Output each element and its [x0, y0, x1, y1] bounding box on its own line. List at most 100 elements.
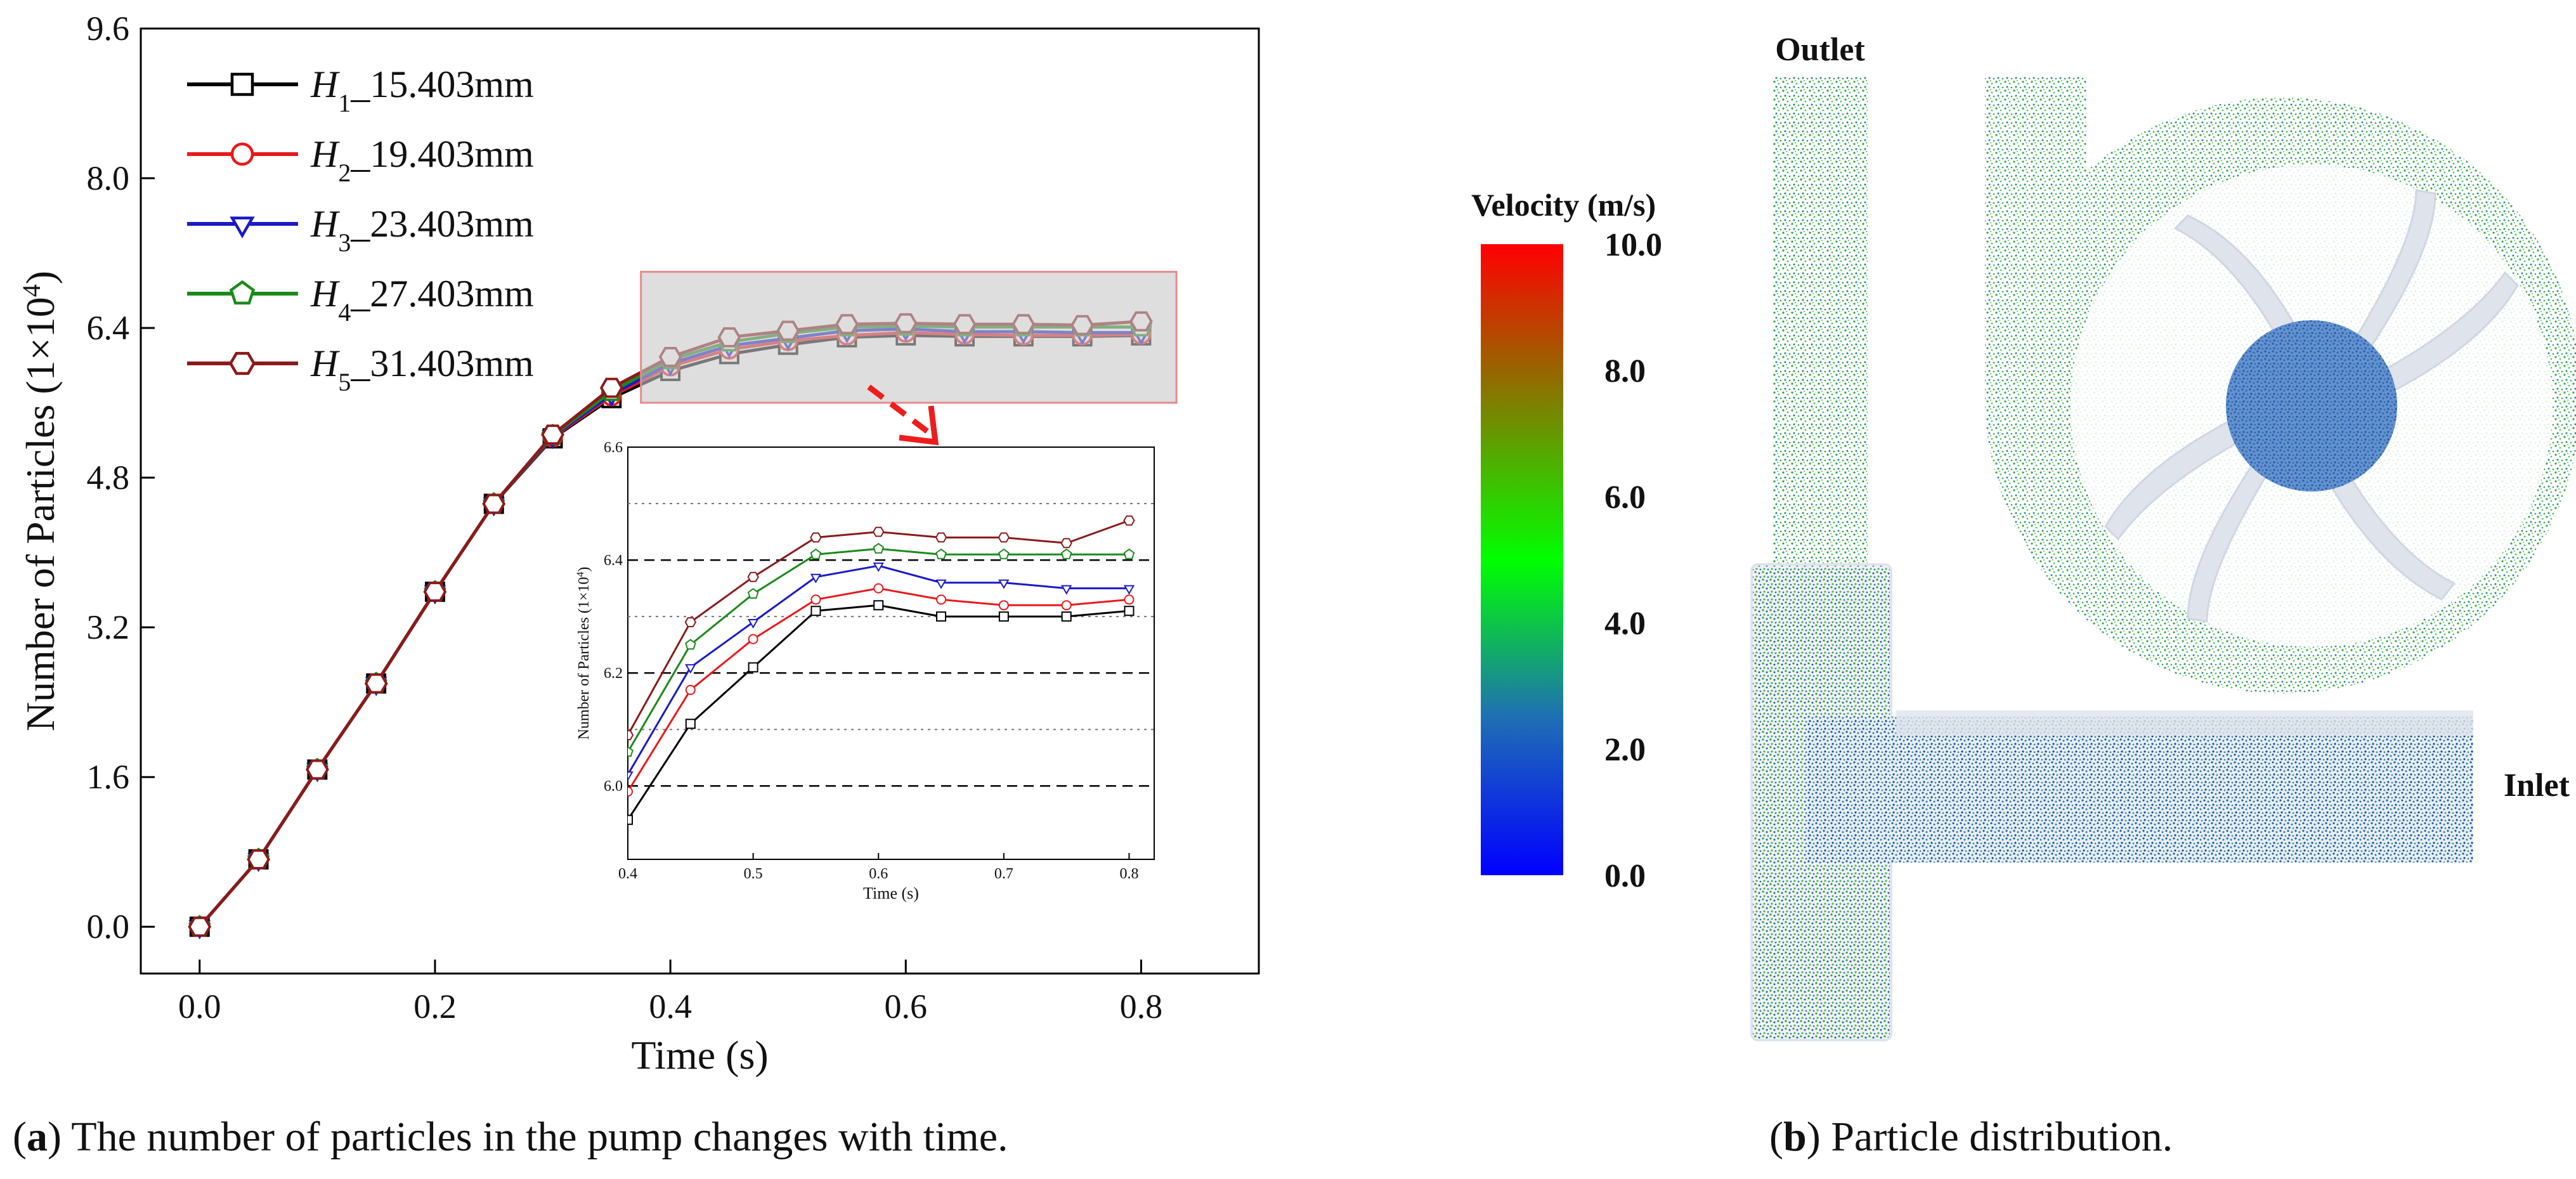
- data-point-h5: [541, 424, 564, 445]
- legend-marker: [229, 351, 256, 375]
- inset-data-point-h1: [1124, 606, 1135, 616]
- legend-entry-h2: H2_19.403mm: [310, 133, 534, 187]
- inlet-pipe: [1807, 717, 2473, 863]
- zoom-region-box: [640, 271, 1178, 404]
- inset-data-point-h2: [748, 634, 758, 644]
- inset-data-point-h5: [935, 532, 947, 543]
- inset-data-point-h5: [684, 617, 697, 627]
- inset-data-point-h2: [628, 786, 633, 797]
- inset-data-point-h3: [873, 563, 884, 572]
- inset-data-point-h3: [935, 579, 947, 589]
- inset-data-point-h2: [685, 684, 696, 695]
- legend-entry-h5: H5_31.403mm: [310, 342, 534, 396]
- y-tick-label: 9.6: [87, 10, 130, 48]
- inset-data-point-h4: [998, 548, 1010, 559]
- inset-data-point-h1: [748, 662, 758, 673]
- inset-data-point-h2: [873, 583, 884, 594]
- data-point-h5: [364, 673, 388, 694]
- data-point-h5: [423, 582, 447, 602]
- legend-marker: [230, 72, 254, 96]
- colorbar: [1481, 244, 1563, 875]
- colorbar-tick-label: 10.0: [1604, 227, 1662, 263]
- inset-data-point-h2: [998, 600, 1009, 611]
- inset-y-tick-label: 6.2: [604, 665, 623, 682]
- outlet-label: Outlet: [1775, 32, 1865, 68]
- data-point-h5: [482, 493, 506, 514]
- data-point-h5: [188, 916, 212, 937]
- inset-data-point-h1: [1061, 611, 1072, 622]
- colorbar-tick-label: 8.0: [1604, 353, 1646, 389]
- inset-data-point-h3: [1060, 585, 1072, 595]
- arrow-shaft: [867, 384, 929, 434]
- particle-distribution-panel: Outlet Inlet Velocity (m/s) 10.0 8.0 6.0 4.…: [1471, 32, 2576, 1041]
- legend-marker: [229, 280, 256, 305]
- inset-data-point-h5: [873, 526, 885, 537]
- data-point-h5: [306, 759, 329, 780]
- outlet-pipe: [1773, 76, 1868, 622]
- inset-data-point-h1: [810, 606, 821, 616]
- inlet-label: Inlet: [2504, 767, 2570, 804]
- colorbar-tick-label: 6.0: [1604, 479, 1646, 516]
- y-axis-label: Number of Particles (1×104): [17, 271, 63, 731]
- inlet-pipe-top: [1896, 710, 2473, 736]
- legend-entry-h4: H4_27.403mm: [310, 273, 534, 327]
- y-tick-label: 3.2: [87, 608, 130, 646]
- inset-x-axis-label: Time (s): [863, 884, 919, 902]
- x-axis-label: Time (s): [631, 1032, 768, 1078]
- inset-data-point-h3: [998, 579, 1010, 589]
- inset-x-tick-label: 0.5: [744, 866, 763, 882]
- inset-data-point-h2: [1061, 600, 1072, 611]
- inset-data-point-h1: [936, 611, 947, 622]
- colorbar-ticks: 10.0 8.0 6.0 4.0 2.0 0.0: [1604, 227, 1662, 894]
- inset-data-point-h1: [628, 814, 633, 825]
- zoom-arrow-icon: [867, 384, 939, 446]
- x-tick-label: 0.8: [1120, 987, 1163, 1026]
- inset-x-tick-label: 0.7: [994, 866, 1013, 882]
- inset-data-point-h5: [747, 571, 759, 582]
- inset-x-tick-label: 0.6: [869, 866, 888, 882]
- inset-frame: [627, 446, 1155, 860]
- inset-y-tick-label: 6.0: [604, 778, 623, 795]
- legend-entry-h3: H3_23.403mm: [310, 203, 534, 257]
- inset-x-tick-label: 0.8: [1119, 866, 1138, 882]
- inset-y-tick-label: 6.6: [604, 440, 623, 456]
- inset-data-point-h1: [685, 719, 696, 729]
- arrow-head: [899, 405, 939, 446]
- inset-data-point-h3: [685, 664, 696, 674]
- caption-b: (b) Particle distribution.: [1769, 1114, 2173, 1160]
- legend-marker: [230, 142, 254, 166]
- data-point-h5: [247, 849, 270, 870]
- legend-marker: [230, 216, 255, 238]
- inset-data-point-h3: [1123, 585, 1135, 595]
- inset-data-point-h2: [1124, 594, 1135, 605]
- inset-data-point-h2: [936, 594, 947, 605]
- inset-data-point-h4: [1123, 548, 1135, 559]
- inset-y-tick-label: 6.4: [604, 552, 623, 569]
- x-tick-label: 0.2: [413, 987, 457, 1026]
- y-tick-label: 8.0: [87, 159, 130, 197]
- main-axes: 0.0 0.2 0.4 0.6 0.8 0.0 1.6 3.2 4.8 6.4 8.0 9.6 Time…: [17, 10, 1260, 1078]
- caption-a: (a) The number of particles in the pump …: [13, 1114, 1008, 1160]
- colorbar-tick-label: 0.0: [1604, 858, 1646, 894]
- inset-data-point-h1: [873, 600, 884, 611]
- inset-y-axis-label: Number of Particles (1×104): [575, 567, 593, 740]
- x-tick-label: 0.4: [649, 987, 692, 1026]
- inset-data-point-h5: [1060, 538, 1072, 549]
- y-tick-label: 1.6: [87, 758, 130, 796]
- inset-data-point-h4: [747, 588, 759, 599]
- inset-data-point-h4: [1060, 548, 1072, 559]
- data-point-h5: [599, 377, 623, 398]
- y-tick-label: 6.4: [87, 309, 130, 347]
- inset-data-point-h2: [810, 594, 821, 605]
- x-tick-label: 0.0: [178, 987, 221, 1026]
- legend: H1_15.403mm H2_19.403mm H3_23.403mm H4_27.4…: [187, 63, 534, 396]
- inset-data-point-h4: [873, 542, 885, 554]
- colorbar-tick-label: 2.0: [1604, 732, 1646, 768]
- legend-entry-h1: H1_15.403mm: [310, 63, 534, 117]
- inset-x-tick-label: 0.4: [618, 866, 637, 882]
- inset-data-point-h5: [628, 730, 634, 741]
- inset-data-point-h4: [685, 639, 696, 650]
- colorbar-title: Velocity (m/s): [1471, 187, 1656, 223]
- inset-data-point-h5: [810, 532, 822, 543]
- inset-data-point-h4: [810, 548, 822, 559]
